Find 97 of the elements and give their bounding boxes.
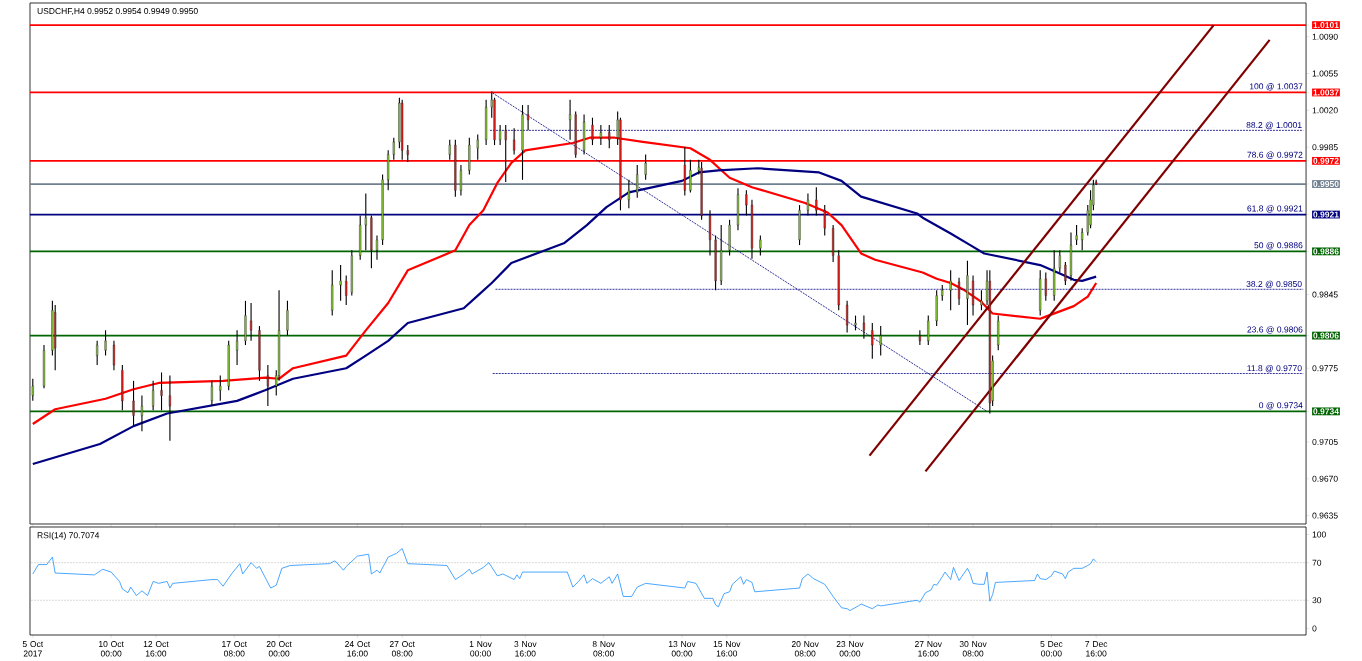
candlestick	[949, 269, 952, 311]
ref-line-label: 100 @ 1.0037	[1249, 83, 1303, 91]
annotation: 88.2 @ 1.0001	[1246, 121, 1302, 130]
candlestick	[708, 209, 712, 257]
candlestick	[972, 275, 975, 317]
candlestick	[966, 260, 969, 326]
y-tick-label: 0.9985	[1312, 144, 1338, 151]
candlestick	[42, 344, 46, 389]
y-tick-label: 0.9921	[1313, 211, 1339, 218]
candlestick	[331, 269, 334, 317]
y-tick-label: 1.0101	[1313, 22, 1339, 29]
x-tick-label: 5 Oct 2017	[22, 641, 44, 657]
candlestick	[745, 189, 748, 217]
y-tick-label: 0.9734	[1313, 408, 1339, 415]
x-tick-label: 20 Oct 00:00	[266, 641, 292, 657]
candlestick	[918, 329, 921, 346]
candlestick	[350, 249, 353, 297]
x-tick-label: 10 Oct 00:00	[99, 641, 124, 657]
y-tick-label: 1.0020	[1312, 107, 1338, 114]
candlestick	[683, 146, 686, 197]
candlestick	[140, 395, 143, 432]
x-tick-label: 8 Nov 08:00	[592, 641, 615, 657]
candlestick	[958, 277, 961, 306]
candlestick	[815, 186, 818, 217]
x-tick-label: 5 Dec 00:00	[1040, 641, 1063, 657]
candlestick	[401, 99, 404, 161]
candlestick	[846, 300, 849, 333]
text: RSI(14) 70.7074	[37, 532, 100, 540]
candlestick	[750, 199, 754, 260]
y-tick-label: 0.9845	[1312, 291, 1338, 298]
candlestick	[168, 375, 171, 442]
y-tick-label: 1.0037	[1313, 89, 1339, 96]
candlestick	[152, 380, 155, 411]
candlestick	[266, 364, 269, 407]
candlestick	[832, 224, 835, 263]
ref-line-label: 23.6 @ 0.9806	[1247, 326, 1303, 334]
y-tick-label: 0.9972	[1313, 157, 1339, 164]
candlestick	[236, 329, 239, 366]
candlestick	[862, 315, 865, 340]
candlestick	[250, 302, 253, 342]
x-tick-label: 24 Oct 16:00	[345, 641, 371, 657]
candlestick	[574, 110, 577, 159]
x-tick-label: 3 Nov 16:00	[514, 641, 537, 657]
y-tick-label: 70	[1312, 559, 1322, 566]
y-tick-label: 30	[1312, 597, 1322, 604]
text: USDCHF,H4 0.9952 0.9954 0.9949 0.9950	[37, 8, 198, 16]
x-tick-label: 17 Oct 08:00	[222, 641, 247, 657]
x-tick-label: 15 Nov 16:00	[713, 641, 741, 657]
candlestick	[569, 99, 572, 141]
candlestick	[499, 124, 502, 146]
ref-line-label: 78.6 @ 0.9972	[1247, 151, 1303, 159]
ref-line-label: 50 @ 0.9886	[1254, 242, 1303, 250]
y-tick-label: 0	[1312, 625, 1317, 632]
candlestick	[806, 192, 809, 217]
x-tick-label: 1 Nov 00:00	[469, 641, 492, 657]
candlestick	[521, 104, 524, 181]
y-tick-label: 1.0055	[1312, 70, 1338, 77]
candlestick	[1039, 269, 1042, 317]
x-tick-label: 7 Dec 16:00	[1085, 641, 1108, 657]
y-tick-label: 0.9950	[1313, 181, 1339, 188]
y-tick-label: 100	[1312, 531, 1326, 538]
x-tick-label: 13 Nov 00:00	[668, 641, 696, 657]
y-tick-label: 0.9886	[1313, 248, 1339, 255]
x-tick-label: 20 Nov 08:00	[791, 641, 819, 657]
y-tick-label: 0.9670	[1312, 475, 1338, 482]
candlestick	[527, 104, 530, 131]
candlestick	[879, 325, 882, 357]
x-tick-label: 12 Oct 16:00	[143, 641, 169, 657]
candlestick	[636, 164, 639, 199]
y-tick-label: 0.9705	[1312, 438, 1338, 445]
candlestick	[459, 164, 462, 197]
candlestick	[210, 380, 213, 407]
candlestick	[104, 329, 107, 357]
candlestick	[286, 300, 289, 337]
annotation: 38.2 @ 0.9850	[1246, 280, 1302, 289]
candlestick	[485, 99, 488, 146]
candlestick	[736, 187, 740, 231]
candlestick	[1069, 231, 1073, 282]
x-tick-label: 27 Nov 16:00	[914, 641, 942, 657]
ref-line-label: 0 @ 0.9734	[1259, 402, 1303, 410]
x-tick-label: 27 Oct 08:00	[389, 641, 415, 657]
annotation: 11.8 @ 0.9770	[1247, 364, 1302, 373]
candlestick	[364, 192, 367, 251]
y-tick-label: 1.0090	[1312, 33, 1338, 40]
candlestick	[599, 124, 602, 146]
y-tick-label: 0.9635	[1312, 512, 1338, 519]
candlestick	[513, 127, 516, 156]
candlestick	[583, 114, 586, 156]
y-tick-label: 0.9806	[1313, 332, 1339, 339]
candlestick	[112, 340, 115, 371]
y-tick-label: 0.9775	[1312, 365, 1338, 372]
x-tick-label: 23 Nov 00:00	[836, 641, 864, 657]
x-tick-label: 30 Nov 08:00	[959, 641, 987, 657]
candlestick	[370, 215, 373, 269]
candlestick	[339, 264, 342, 302]
line-series	[32, 548, 1097, 611]
ref-line-label: 61.8 @ 0.9921	[1247, 205, 1303, 213]
